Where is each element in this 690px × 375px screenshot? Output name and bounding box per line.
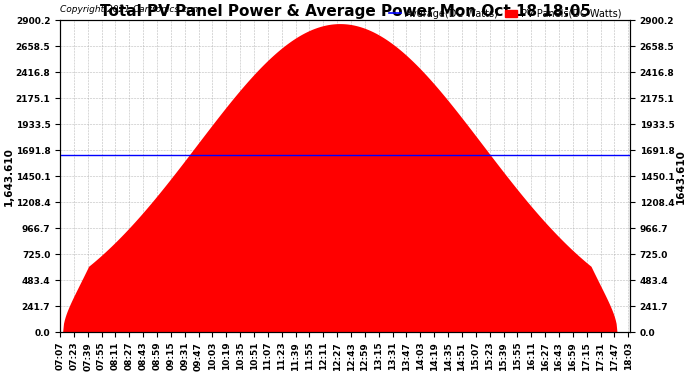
Text: Copyright 2021 Cartronics.com: Copyright 2021 Cartronics.com xyxy=(60,5,201,14)
Legend: Average(DC Watts), PV Panels(DC Watts): Average(DC Watts), PV Panels(DC Watts) xyxy=(385,5,625,23)
Title: Total PV Panel Power & Average Power Mon Oct 18 18:05: Total PV Panel Power & Average Power Mon… xyxy=(99,4,591,19)
Y-axis label: 1643.610: 1643.610 xyxy=(676,149,686,204)
Y-axis label: 1,643.610: 1,643.610 xyxy=(4,147,14,206)
